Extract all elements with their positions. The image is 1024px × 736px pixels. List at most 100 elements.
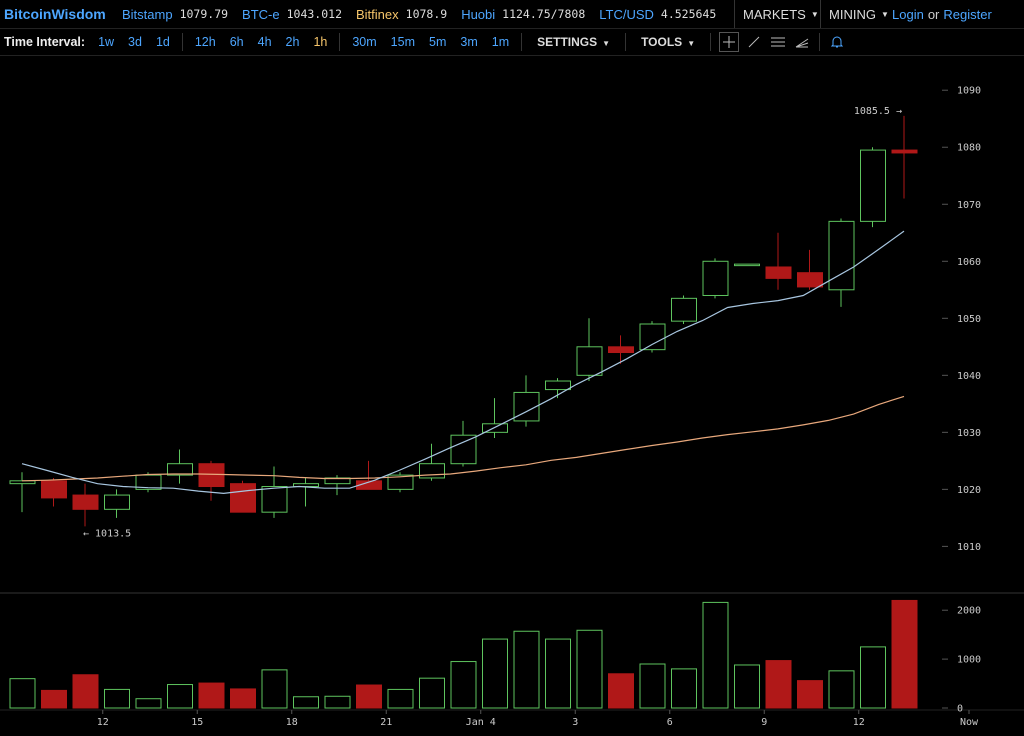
interval-3d[interactable]: 3d (128, 35, 142, 49)
interval-1h[interactable]: 1h (313, 35, 328, 49)
horizontal-lines-tool-icon[interactable] (769, 33, 787, 51)
time-tick-label: Now (960, 717, 979, 728)
candle-body (671, 297, 697, 322)
exchange-name: Bitfinex (356, 6, 399, 22)
exchange-ticker[interactable]: Bitfinex 1078.9 (356, 7, 447, 22)
volume-bar (9, 678, 36, 709)
exchange-price: 1078.9 (405, 7, 448, 21)
volume-bar (230, 688, 256, 709)
volume-tick-label: 0 (957, 704, 963, 715)
register-link[interactable]: Register (943, 6, 992, 22)
price-annotation: 1085.5 → (854, 106, 902, 117)
exchange-name: BTC-e (242, 6, 280, 22)
exchange-name: LTC/USD (599, 6, 654, 22)
candle-body (482, 423, 508, 433)
candle-body (135, 474, 162, 490)
interval-selector: 1w 3d 1d 12h 6h 4h 2h 1h 30m 15m 5m 3m 1m (91, 33, 516, 51)
interval-5m[interactable]: 5m (429, 35, 447, 49)
interval-1m[interactable]: 1m (491, 35, 510, 49)
settings-label: SETTINGS (537, 35, 598, 49)
candle-body (545, 380, 571, 391)
time-tick-label: 6 (667, 717, 673, 728)
divider (819, 33, 821, 51)
volume-bar (639, 663, 666, 709)
candle-body (72, 494, 99, 510)
candle-body (41, 480, 67, 499)
login-link[interactable]: Login (892, 6, 924, 22)
chart-axes: 1010 1020 1030 1040 1050 1060 1070 1080 1090 0 100… (97, 86, 981, 728)
divider (181, 33, 183, 51)
mining-label: MINING (829, 6, 876, 22)
caret-down-icon: ▼ (602, 39, 611, 48)
moving-averages (21, 230, 905, 495)
exchange-ticker[interactable]: Huobi 1124.75/7808 (461, 7, 585, 22)
candle-body (702, 260, 729, 296)
candle-body (450, 434, 477, 465)
interval-12h[interactable]: 12h (194, 35, 216, 49)
exchange-price: 1124.75/7808 (502, 7, 586, 21)
volume-bar (545, 638, 571, 709)
candle-body (230, 483, 256, 513)
volume-bar (513, 630, 540, 709)
volume-bar (419, 677, 445, 709)
exchange-ticker[interactable]: BTC-e 1043.012 (242, 7, 342, 22)
exchange-price: 4.525645 (660, 7, 717, 21)
tools-label: TOOLS (641, 35, 683, 49)
top-bar: BitcoinWisdom Bitstamp 1079.79 BTC-e 1043.0… (0, 0, 1024, 29)
interval-15m[interactable]: 15m (390, 35, 415, 49)
volume-bar (797, 680, 823, 709)
candle-body (860, 149, 886, 222)
divider (339, 33, 341, 51)
interval-6h[interactable]: 6h (229, 35, 244, 49)
exchange-ticker[interactable]: LTC/USD 4.525645 (599, 7, 716, 22)
exchange-ticker[interactable]: Bitstamp 1079.79 (122, 7, 228, 22)
tools-menu[interactable]: TOOLS ▼ (631, 35, 705, 49)
settings-menu[interactable]: SETTINGS ▼ (527, 35, 620, 49)
candle-body (356, 480, 382, 490)
volume-bar (482, 638, 508, 709)
price-tick-label: 1040 (957, 371, 981, 382)
short-moving-average (21, 230, 905, 495)
bell-icon[interactable] (828, 33, 846, 51)
price-tick-label: 1060 (957, 257, 981, 268)
candle-body (387, 474, 414, 490)
time-tick-label: 18 (286, 717, 298, 728)
volume-bar (828, 670, 855, 709)
candle-body (734, 263, 760, 267)
volume-bar (860, 646, 886, 709)
price-annotations: ← 1013.5 1085.5 → (83, 106, 902, 540)
volume-bars (9, 599, 918, 709)
trend-line-tool-icon[interactable] (745, 33, 763, 51)
auth-links: Login or Register (892, 0, 992, 28)
volume-bar (104, 688, 130, 709)
exchange-name: Bitstamp (122, 6, 173, 22)
interval-1w[interactable]: 1w (98, 35, 115, 49)
candle-body (104, 494, 130, 510)
long-moving-average (21, 395, 905, 482)
mining-menu[interactable]: MINING ▼ (820, 0, 901, 28)
crosshair-tool-icon[interactable] (719, 32, 740, 52)
candle-body (198, 463, 225, 488)
volume-bar (734, 664, 760, 709)
markets-menu[interactable]: MARKETS ▼ (734, 0, 829, 28)
interval-1d[interactable]: 1d (155, 35, 170, 49)
time-tick-label: 12 (853, 717, 865, 728)
volume-bar (293, 696, 319, 709)
site-logo[interactable]: BitcoinWisdom (4, 6, 106, 22)
fan-tool-icon[interactable] (793, 33, 811, 51)
divider (710, 33, 712, 51)
volume-bar (356, 684, 382, 709)
interval-30m[interactable]: 30m (352, 35, 377, 49)
volume-bar (198, 682, 225, 709)
volume-tick-label: 2000 (957, 606, 981, 617)
time-tick-label: Jan 4 (466, 717, 496, 728)
interval-3m[interactable]: 3m (460, 35, 478, 49)
price-chart[interactable]: 1010 1020 1030 1040 1050 1060 1070 1080 1090 0 100… (0, 56, 1024, 736)
volume-bar (324, 695, 351, 709)
interval-4h[interactable]: 4h (257, 35, 272, 49)
exchange-price: 1043.012 (286, 7, 342, 21)
candle-body (765, 266, 792, 279)
interval-2h[interactable]: 2h (285, 35, 300, 49)
price-tick-label: 1010 (957, 542, 981, 553)
time-tick-label: 9 (761, 717, 767, 728)
